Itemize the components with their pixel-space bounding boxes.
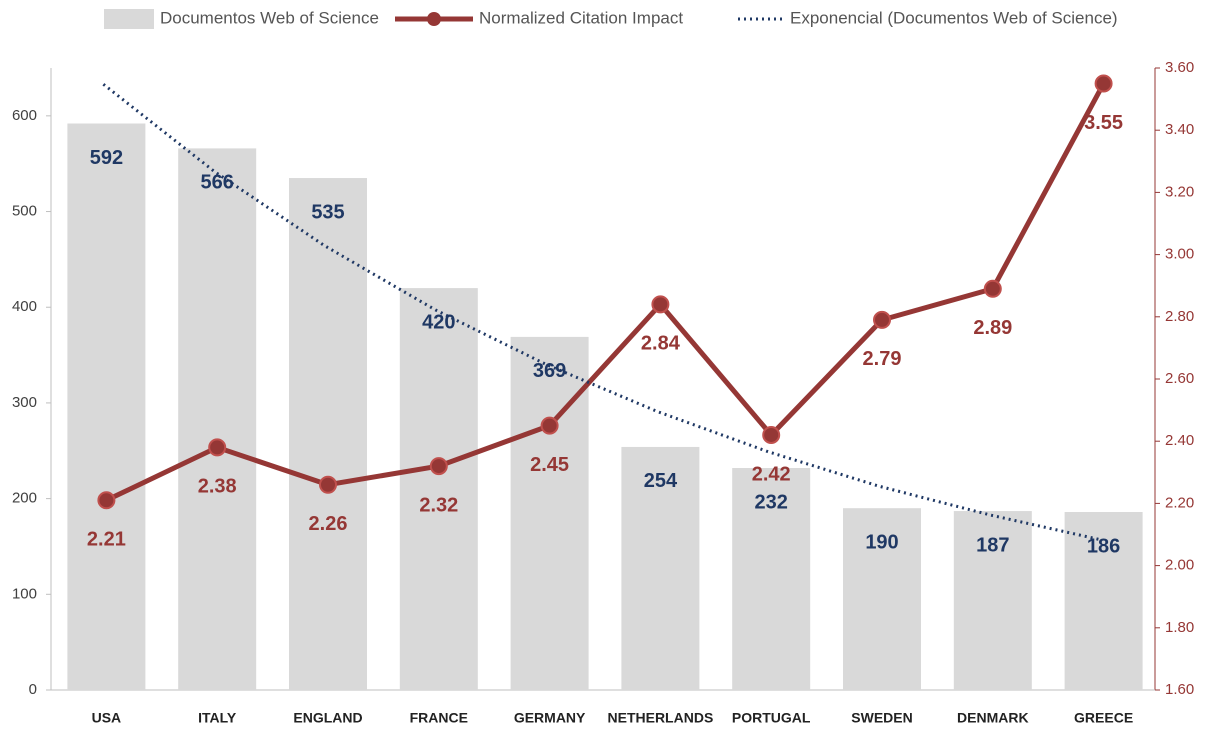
line-marker	[208, 438, 227, 457]
line-value-label: 2.45	[530, 454, 569, 476]
y-tick-label: 300	[12, 394, 37, 411]
y2-tick-label: 2.60	[1165, 370, 1194, 387]
line-value-label: 2.89	[973, 317, 1012, 339]
bar	[510, 336, 589, 690]
y2-tick-label: 1.80	[1165, 619, 1194, 636]
x-tick-label: ITALY	[198, 710, 237, 726]
line-value-label: 2.26	[309, 513, 348, 535]
bar	[621, 446, 700, 690]
bar-value-label: 592	[90, 147, 123, 169]
x-tick-label: NETHERLANDS	[608, 710, 714, 726]
bar-value-label: 420	[422, 311, 455, 333]
line-marker	[1094, 74, 1113, 93]
bar	[399, 288, 478, 690]
x-tick-label: SWEDEN	[851, 710, 912, 726]
line-marker	[762, 425, 781, 444]
x-tick-label: DENMARK	[957, 710, 1029, 726]
y2-tick-label: 3.00	[1165, 246, 1194, 263]
line	[105, 82, 1106, 503]
bar-value-label: 566	[201, 172, 234, 194]
x-tick-label: ENGLAND	[293, 710, 362, 726]
line-value-label: 2.21	[87, 529, 126, 551]
line-value-label: 2.79	[863, 348, 902, 370]
line-value-label: 2.42	[752, 463, 791, 485]
legend-marker	[427, 12, 441, 26]
legend-label: Exponencial (Documentos Web of Science)	[790, 8, 1118, 27]
y2-tick-label: 3.20	[1165, 183, 1194, 200]
y-tick-label: 600	[12, 107, 37, 124]
bar	[843, 508, 921, 690]
y2-tick-label: 2.80	[1165, 308, 1194, 325]
bar	[178, 148, 257, 691]
bar	[67, 123, 146, 691]
bar-value-label: 187	[976, 534, 1009, 556]
bar-value-label: 254	[644, 470, 678, 492]
legend-label: Documentos Web of Science	[160, 8, 379, 27]
bar	[289, 178, 367, 691]
x-tick-label: PORTUGAL	[732, 710, 811, 726]
line-marker	[540, 416, 559, 435]
line-marker	[319, 475, 337, 494]
line-marker	[429, 457, 448, 476]
line-value-label: 3.55	[1084, 112, 1123, 134]
bar	[1064, 512, 1143, 690]
trendline	[102, 83, 1101, 542]
y-tick-label: 200	[12, 490, 37, 507]
x-tick-label: FRANCE	[410, 710, 468, 726]
x-tick-label: GERMANY	[514, 710, 586, 726]
x-tick-label: GREECE	[1074, 710, 1133, 726]
y2-tick-label: 3.60	[1165, 59, 1194, 76]
legend-swatch	[104, 9, 154, 29]
bar	[732, 467, 811, 690]
bar	[953, 511, 1032, 690]
bar-value-label: 186	[1087, 535, 1120, 557]
legend-label: Normalized Citation Impact	[479, 8, 683, 27]
line-marker	[983, 279, 1002, 298]
line-value-label: 2.38	[198, 476, 237, 498]
line-value-label: 2.32	[419, 494, 458, 516]
line-marker	[873, 310, 891, 329]
bar-value-label: 232	[755, 491, 788, 513]
x-tick-label: USA	[92, 710, 122, 726]
y2-tick-label: 2.40	[1165, 432, 1194, 449]
bar-value-label: 535	[311, 201, 344, 223]
bar-value-label: 190	[865, 531, 898, 553]
y-tick-label: 400	[12, 298, 37, 315]
y2-tick-label: 3.40	[1165, 121, 1194, 138]
y2-tick-label: 2.20	[1165, 494, 1194, 511]
line-marker	[651, 295, 670, 314]
y2-tick-label: 1.60	[1165, 681, 1194, 698]
bar-value-label: 369	[533, 360, 566, 382]
y-tick-label: 0	[29, 681, 37, 698]
line-value-label: 2.84	[641, 333, 681, 355]
y-tick-label: 100	[12, 585, 37, 602]
y-tick-label: 500	[12, 203, 37, 220]
y2-tick-label: 2.00	[1165, 557, 1194, 574]
line-marker	[97, 491, 116, 510]
